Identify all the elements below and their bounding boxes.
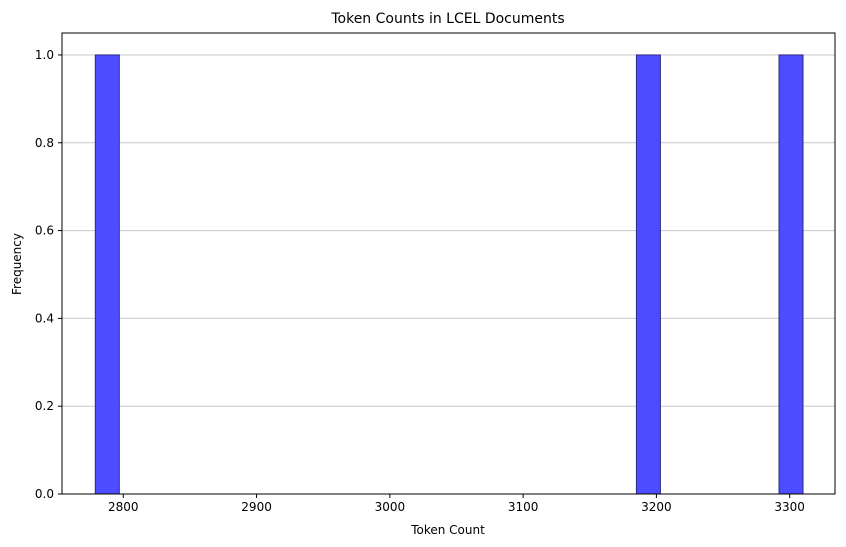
- y-tick-label: 0.2: [35, 399, 54, 413]
- y-tick-label: 0.0: [35, 487, 54, 501]
- histogram-bar: [778, 54, 804, 495]
- y-tick-label: 0.4: [35, 311, 54, 325]
- x-axis-label: Token Count: [410, 523, 485, 537]
- histogram-bar: [94, 54, 120, 495]
- x-tick-label: 3100: [508, 500, 539, 514]
- y-tick-label: 0.8: [35, 136, 54, 150]
- plot-frame: [61, 32, 836, 495]
- x-tick-label: 3200: [641, 500, 672, 514]
- x-tick-label: 3000: [375, 500, 406, 514]
- histogram-bars: [94, 54, 804, 495]
- gridlines: [62, 54, 835, 407]
- x-tick-label: 2900: [241, 500, 272, 514]
- y-tick-label: 1.0: [35, 48, 54, 62]
- x-tick-label: 2800: [108, 500, 139, 514]
- x-axis-ticks: 2800 2900 3000 3100 3200 3300: [108, 494, 805, 514]
- histogram-bar: [635, 54, 661, 495]
- chart-title: Token Counts in LCEL Documents: [330, 11, 564, 27]
- y-tick-label: 0.6: [35, 224, 54, 238]
- x-tick-label: 3300: [774, 500, 805, 514]
- y-axis-ticks: 0.0 0.2 0.4 0.6 0.8 1.0: [35, 48, 62, 501]
- y-axis-label: Frequency: [10, 233, 24, 295]
